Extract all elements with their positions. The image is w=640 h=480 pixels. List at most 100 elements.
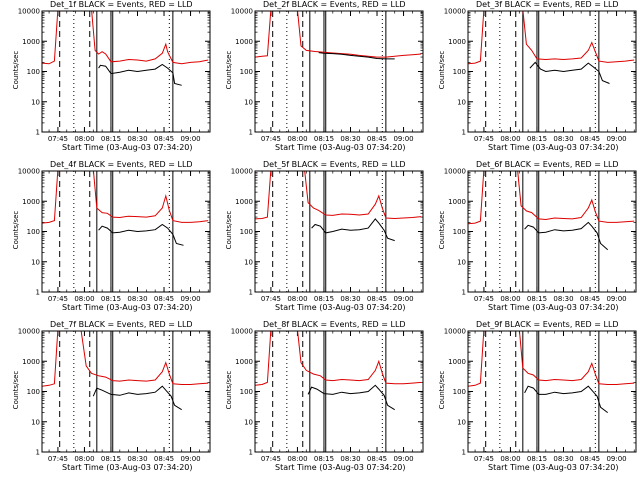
- series-group: [468, 171, 635, 251]
- y-tick-label: 1: [249, 129, 253, 137]
- x-tick-label: 08:15: [101, 295, 121, 303]
- detector-chart: 1 10 100 1000 10000 07:45 08:00 08:15 08:30 08:45…: [18, 328, 211, 463]
- events-series-line: [529, 61, 610, 84]
- x-tick-label: 08:15: [527, 295, 547, 303]
- events-series-line: [318, 52, 395, 60]
- x-tick-label: 09:00: [393, 135, 413, 143]
- y-tick-label: 1: [462, 289, 466, 297]
- y-tick-label: 100: [27, 68, 40, 76]
- detector-chart: 1 10 100 1000 10000 07:45 08:00 08:15 08:30 08:45…: [18, 168, 211, 303]
- detector-panel: Det_5f BLACK = Events, RED = LLD 1 10 100 10…: [213, 160, 426, 320]
- x-tick-label: 08:45: [367, 135, 387, 143]
- x-tick-label: 08:30: [127, 455, 147, 463]
- y-tick-label: 10000: [444, 328, 466, 336]
- events-series-line: [98, 223, 184, 246]
- x-tick-label: 08:30: [553, 135, 573, 143]
- events-series-line: [307, 384, 395, 411]
- plot-frame: [467, 170, 637, 293]
- x-tick-label: 08:15: [101, 455, 121, 463]
- series-group: [255, 11, 422, 60]
- detector-panel: Det_6f BLACK = Events, RED = LLD 1 10 100 10…: [426, 160, 639, 320]
- y-tick-label: 10: [457, 98, 466, 106]
- x-tick-label: 08:30: [127, 295, 147, 303]
- y-tick-label: 10: [244, 418, 253, 426]
- detector-panel: Det_4f BLACK = Events, RED = LLD 1 10 100 10…: [0, 160, 213, 320]
- y-tick-label: 1: [36, 449, 40, 457]
- panel-title: Det_6f BLACK = Events, RED = LLD: [476, 160, 619, 169]
- plot-frame: [254, 10, 424, 133]
- y-axis-label: Counts/sec: [225, 370, 233, 410]
- y-tick-label: 100: [27, 388, 40, 396]
- x-tick-label: 07:45: [48, 295, 68, 303]
- x-tick-label: 08:15: [314, 135, 334, 143]
- lld-series-line: [468, 331, 635, 387]
- y-tick-label: 1000: [448, 358, 466, 366]
- lld-series-line: [255, 171, 422, 220]
- lld-series-line: [468, 171, 635, 225]
- y-tick-label: 10: [457, 258, 466, 266]
- panel-title: Det_9f BLACK = Events, RED = LLD: [476, 320, 619, 329]
- events-series-line: [311, 218, 395, 242]
- events-series-line: [524, 221, 609, 251]
- x-tick-label: 07:45: [261, 455, 281, 463]
- y-tick-label: 10000: [231, 328, 253, 336]
- x-tick-label: 08:30: [340, 295, 360, 303]
- series-group: [255, 331, 422, 411]
- x-tick-label: 08:30: [340, 455, 360, 463]
- panel-title: Det_4f BLACK = Events, RED = LLD: [50, 160, 193, 169]
- x-tick-label: 08:00: [500, 135, 520, 143]
- x-axis-label: Start Time (03-Aug-03 07:34:20): [275, 463, 406, 472]
- x-tick-label: 09:00: [606, 135, 626, 143]
- x-tick-label: 07:45: [261, 295, 281, 303]
- x-tick-label: 07:45: [48, 135, 68, 143]
- y-tick-label: 1: [36, 129, 40, 137]
- y-tick-label: 1000: [22, 358, 40, 366]
- x-tick-label: 08:45: [154, 455, 174, 463]
- detector-panel: Det_1f BLACK = Events, RED = LLD 1 10 100 10…: [0, 0, 213, 160]
- y-tick-label: 10000: [444, 168, 466, 176]
- x-tick-label: 08:15: [314, 455, 334, 463]
- lld-series-line: [42, 11, 209, 65]
- x-axis-label: Start Time (03-Aug-03 07:34:20): [275, 143, 406, 152]
- y-axis-label: Counts/sec: [225, 210, 233, 250]
- x-tick-label: 08:30: [553, 455, 573, 463]
- y-tick-label: 1: [36, 289, 40, 297]
- x-tick-label: 09:00: [393, 455, 413, 463]
- y-tick-label: 100: [240, 228, 253, 236]
- y-tick-label: 100: [453, 68, 466, 76]
- y-tick-label: 10000: [18, 168, 40, 176]
- x-tick-label: 08:00: [500, 295, 520, 303]
- y-tick-label: 1000: [235, 198, 253, 206]
- y-tick-label: 1: [462, 449, 466, 457]
- panel-title: Det_2f BLACK = Events, RED = LLD: [263, 0, 406, 9]
- y-tick-label: 100: [240, 68, 253, 76]
- panel-title: Det_8f BLACK = Events, RED = LLD: [263, 320, 406, 329]
- x-axis-label: Start Time (03-Aug-03 07:34:20): [488, 463, 619, 472]
- detector-chart: 1 10 100 1000 10000 07:45 08:00 08:15 08:30 08:45…: [231, 8, 424, 143]
- x-tick-label: 08:45: [154, 295, 174, 303]
- y-tick-label: 10: [244, 98, 253, 106]
- y-axis-label: Counts/sec: [438, 210, 446, 250]
- x-axis-label: Start Time (03-Aug-03 07:34:20): [275, 303, 406, 312]
- y-tick-label: 1: [462, 129, 466, 137]
- x-tick-label: 08:00: [287, 135, 307, 143]
- series-group: [468, 11, 635, 84]
- x-tick-label: 09:00: [606, 455, 626, 463]
- x-tick-label: 08:30: [340, 135, 360, 143]
- y-tick-label: 100: [27, 228, 40, 236]
- lld-series-line: [42, 171, 209, 224]
- plot-frame: [254, 170, 424, 293]
- y-axis-label: Counts/sec: [438, 370, 446, 410]
- series-group: [42, 171, 209, 246]
- y-tick-label: 1000: [22, 198, 40, 206]
- detector-chart: 1 10 100 1000 10000 07:45 08:00 08:15 08:30 08:45…: [231, 168, 424, 303]
- events-series-line: [524, 385, 608, 414]
- detector-chart: 1 10 100 1000 10000 07:45 08:00 08:15 08:30 08:45…: [18, 8, 211, 143]
- y-tick-label: 1: [249, 289, 253, 297]
- y-tick-label: 1000: [22, 38, 40, 46]
- y-tick-label: 10: [31, 418, 40, 426]
- events-series-line: [92, 385, 182, 411]
- panel-title: Det_7f BLACK = Events, RED = LLD: [50, 320, 193, 329]
- y-tick-label: 10: [457, 418, 466, 426]
- x-tick-label: 08:15: [314, 295, 334, 303]
